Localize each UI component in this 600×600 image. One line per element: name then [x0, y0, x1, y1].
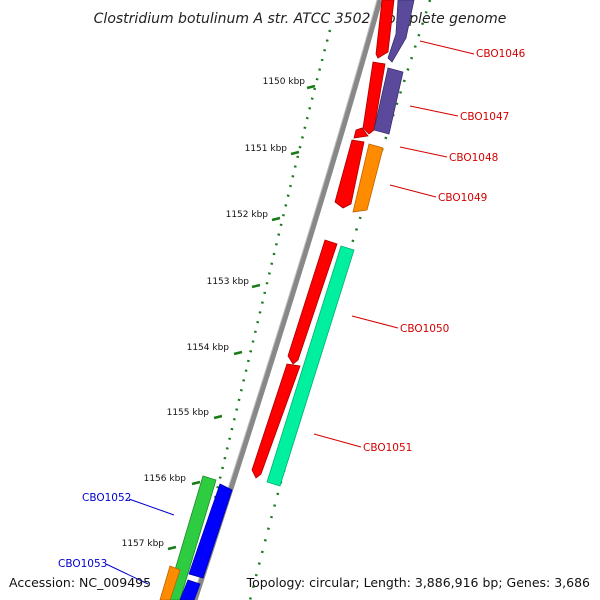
cds-arrow-cbo1050 — [287, 239, 338, 365]
leader-cbo1047 — [409, 105, 459, 117]
map-title: Clostridium botulinum A str. ATCC 3502, … — [94, 11, 507, 27]
purple-feature-1 — [387, 0, 415, 63]
blue-feature-1 — [188, 483, 233, 579]
tick-1152 — [271, 216, 281, 222]
tick-1157 — [167, 545, 177, 551]
orange-feature-2 — [159, 565, 181, 600]
gene-label-cbo1049: CBO1049 — [438, 192, 487, 204]
cds-arrow-cbo1048 — [353, 127, 369, 139]
gene-label-cbo1051: CBO1051 — [363, 442, 412, 454]
scale-label-1154: 1154 kbp — [187, 343, 230, 353]
cds-arrow-cbo1051 — [251, 363, 301, 479]
cds-arrow-cbo1049 — [334, 139, 365, 209]
leader-cbo1051 — [313, 433, 362, 448]
gene-label-cbo1048: CBO1048 — [449, 152, 498, 164]
gene-labels: CBO1046 CBO1047 CBO1048 CBO1049 CBO1050 … — [58, 48, 526, 570]
major-ticks — [167, 84, 316, 551]
cds-features — [251, 0, 395, 479]
blast-features — [159, 0, 415, 600]
outer-tick-dots — [248, 0, 432, 600]
teal-feature — [266, 245, 355, 487]
leader-cbo1048 — [399, 146, 448, 158]
scale-label-1156: 1156 kbp — [144, 474, 187, 484]
leader-cbo1046 — [419, 40, 475, 55]
accession-text: Accession: NC_009495 — [9, 575, 151, 590]
label-leaders — [105, 40, 475, 585]
scale-label-1152: 1152 kbp — [226, 210, 269, 220]
scale-label-1151: 1151 kbp — [245, 144, 288, 154]
tick-1155 — [213, 414, 223, 420]
scale-label-1157: 1157 kbp — [122, 539, 165, 549]
gene-label-cbo1047: CBO1047 — [460, 111, 509, 123]
blue-feature-2 — [179, 579, 201, 600]
cds-arrow-cbo1047 — [362, 61, 386, 135]
gene-label-cbo1052: CBO1052 — [82, 492, 131, 504]
gene-label-cbo1053: CBO1053 — [58, 558, 107, 570]
cds-arrow-cbo1046 — [375, 0, 395, 59]
tick-1154 — [233, 350, 243, 356]
gene-label-cbo1046: CBO1046 — [476, 48, 526, 60]
scale-label-1150: 1150 kbp — [263, 77, 306, 87]
scale-labels: 1150 kbp 1151 kbp 1152 kbp 1153 kbp 1154… — [122, 77, 306, 549]
scale-label-1153: 1153 kbp — [207, 277, 250, 287]
leader-cbo1053 — [105, 563, 149, 585]
orange-feature — [352, 143, 384, 213]
scale-label-1155: 1155 kbp — [167, 408, 210, 418]
tick-1151 — [290, 150, 300, 156]
purple-feature-2 — [373, 67, 404, 135]
leader-cbo1049 — [389, 184, 437, 198]
tick-1153 — [251, 283, 261, 289]
tick-1150 — [306, 84, 316, 90]
gene-label-cbo1050: CBO1050 — [400, 323, 449, 335]
tick-1156 — [191, 480, 201, 486]
leader-cbo1052 — [128, 498, 175, 516]
genome-summary-text: Topology: circular; Length: 3,886,916 bp… — [246, 575, 590, 590]
tick-track — [188, 0, 432, 600]
leader-cbo1050 — [351, 315, 399, 329]
